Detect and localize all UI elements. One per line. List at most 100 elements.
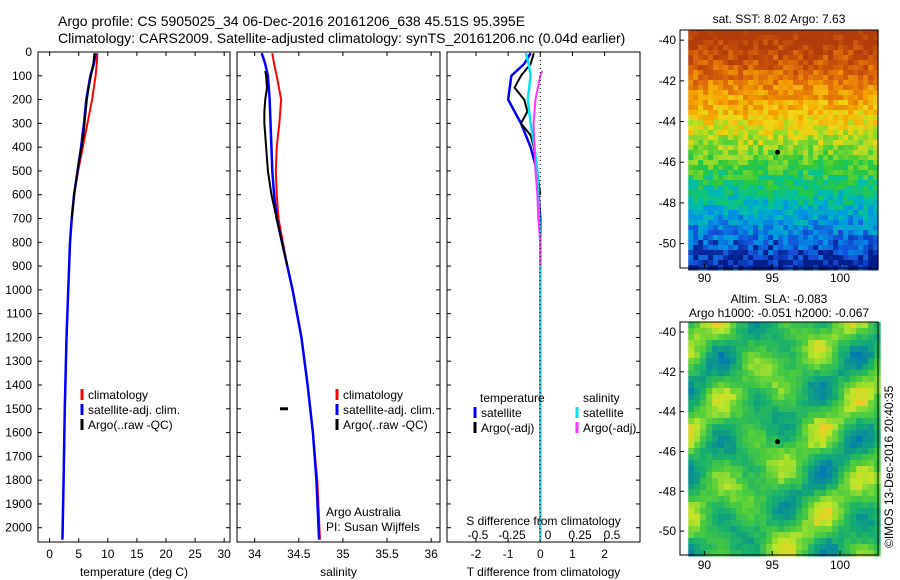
map-cell [743, 65, 749, 71]
map-cell [688, 508, 695, 515]
map-cell [862, 334, 869, 341]
map-cell [818, 45, 824, 51]
map-cell [828, 110, 834, 116]
map-cell [802, 358, 809, 365]
map-cell [838, 190, 844, 196]
map-cell [798, 170, 804, 176]
map-cell [728, 115, 734, 121]
map-cell [703, 210, 709, 216]
map-cell [713, 230, 719, 236]
map-cell [768, 155, 774, 161]
map-cell [783, 180, 789, 186]
map-cell [818, 115, 824, 121]
map-cell [773, 250, 779, 256]
map-cell [874, 364, 881, 371]
map-cell [823, 185, 829, 191]
map-cell [754, 364, 761, 371]
map-cell [738, 190, 744, 196]
map-cell [738, 255, 744, 261]
map-cell [798, 235, 804, 241]
map-cell [733, 240, 739, 246]
map-cell [813, 180, 819, 186]
map-cell [793, 100, 799, 106]
map-cell [773, 165, 779, 171]
map-cell [693, 100, 699, 106]
map-cell [844, 538, 851, 545]
map-cell [820, 400, 827, 407]
x-tick-label: 10 [101, 547, 115, 561]
y-tick-label: 1400 [5, 378, 32, 392]
map-cell [873, 255, 879, 261]
map-cell [778, 334, 785, 341]
map-x-tick-label: 100 [830, 271, 850, 285]
map-cell [828, 260, 834, 266]
map-cell [736, 532, 743, 539]
map-cell [760, 520, 767, 527]
map-cell [788, 40, 794, 46]
map-cell [838, 220, 844, 226]
map-cell [693, 95, 699, 101]
map-cell [838, 110, 844, 116]
map-cell [718, 328, 725, 335]
map-cell [843, 200, 849, 206]
map-cell [843, 110, 849, 116]
map-cell [733, 140, 739, 146]
map-cell [808, 150, 814, 156]
map-cell [868, 110, 874, 116]
map-cell [862, 358, 869, 365]
map-cell [790, 526, 797, 533]
map-cell [766, 328, 773, 335]
map-cell [766, 430, 773, 437]
map-cell [748, 328, 755, 335]
map-cell [863, 175, 869, 181]
map-cell [718, 406, 725, 413]
map-cell [783, 260, 789, 266]
map-cell [753, 120, 759, 126]
map-cell [814, 466, 821, 473]
map-cell [778, 115, 784, 121]
map-cell [778, 526, 785, 533]
map-cell [848, 195, 854, 201]
argo-location-marker [775, 439, 781, 445]
map-cell [820, 430, 827, 437]
legend-label: Argo(-adj) [481, 421, 534, 435]
map-cell [763, 30, 769, 36]
map-cell [708, 245, 714, 251]
map-cell [718, 200, 724, 206]
map-cell [826, 376, 833, 383]
map-cell [838, 436, 845, 443]
map-cell [748, 376, 755, 383]
y-tick-label: 300 [12, 116, 32, 130]
map-cell [796, 394, 803, 401]
map-cell [763, 95, 769, 101]
map-cell [728, 100, 734, 106]
map-cell [802, 538, 809, 545]
map-cell [862, 484, 869, 491]
map-cell [713, 65, 719, 71]
map-cell [760, 436, 767, 443]
map-cell [833, 65, 839, 71]
map-cell [790, 448, 797, 455]
map-cell [768, 165, 774, 171]
map-cell [738, 230, 744, 236]
map-cell [703, 195, 709, 201]
map-cell [823, 70, 829, 76]
map-cell [832, 418, 839, 425]
map-cell [833, 125, 839, 131]
map-cell [718, 235, 724, 241]
map-cell [766, 376, 773, 383]
map-cell [763, 105, 769, 111]
map-cell [793, 205, 799, 211]
map-cell [858, 85, 864, 91]
map-cell [858, 170, 864, 176]
map-cell [813, 60, 819, 66]
map-cell [863, 185, 869, 191]
map-cell [730, 466, 737, 473]
map-cell [793, 200, 799, 206]
map-cell [688, 30, 694, 36]
legend-label: Argo(-adj) [583, 421, 636, 435]
map-cell [712, 406, 719, 413]
map-cell [862, 454, 869, 461]
map-cell [853, 120, 859, 126]
map-cell [838, 478, 845, 485]
